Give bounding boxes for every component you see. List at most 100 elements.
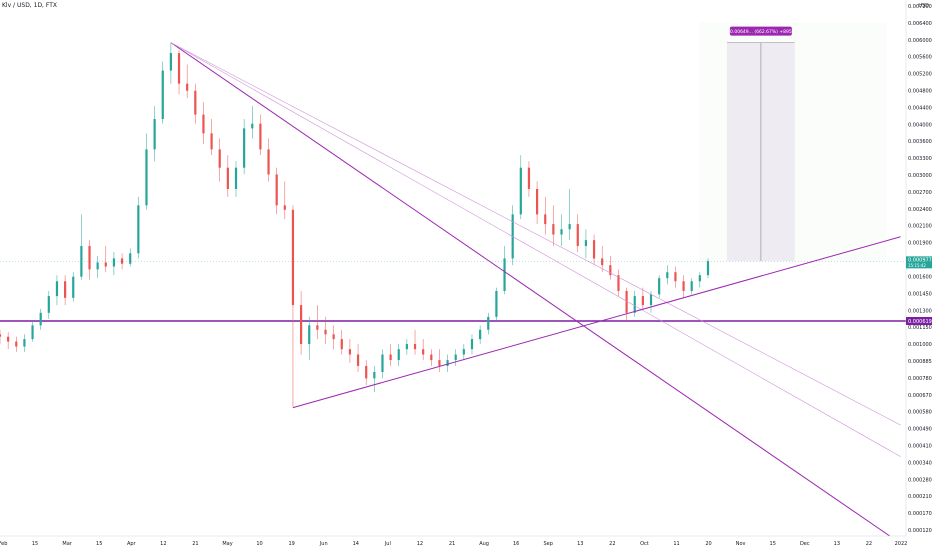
candle-body[interactable] — [283, 205, 286, 210]
candle-body[interactable] — [194, 90, 197, 115]
trendline[interactable] — [170, 42, 901, 457]
candle-body[interactable] — [80, 245, 83, 277]
candle-body[interactable] — [0, 334, 2, 337]
candle-body[interactable] — [308, 325, 311, 345]
candle-body[interactable] — [23, 339, 26, 347]
candle-body[interactable] — [275, 174, 278, 206]
candle-body[interactable] — [251, 123, 254, 129]
candle-body[interactable] — [422, 349, 425, 355]
candle-body[interactable] — [64, 281, 67, 298]
candle-body[interactable] — [592, 240, 596, 259]
candle-body[interactable] — [47, 296, 50, 313]
candle-body[interactable] — [527, 167, 531, 189]
candle-body[interactable] — [259, 123, 262, 150]
candle-body[interactable] — [120, 258, 124, 264]
candle-body[interactable] — [682, 281, 685, 291]
candle-body[interactable] — [430, 354, 433, 361]
candle-body[interactable] — [177, 53, 181, 84]
candle-body[interactable] — [348, 349, 352, 355]
candle-body[interactable] — [186, 83, 189, 91]
time-tick-label: 11 — [673, 541, 679, 547]
trendline[interactable] — [170, 42, 891, 537]
candle-body[interactable] — [332, 334, 335, 340]
candle-body[interactable] — [226, 167, 229, 189]
candle-body[interactable] — [625, 290, 628, 313]
candle-body[interactable] — [161, 70, 164, 120]
candle-body[interactable] — [397, 349, 400, 361]
candle-body[interactable] — [438, 360, 441, 366]
candle-body[interactable] — [617, 275, 620, 291]
candle-body[interactable] — [104, 262, 107, 267]
last-price-label-bg — [906, 256, 932, 269]
candle-body[interactable] — [560, 229, 563, 235]
candle-body[interactable] — [666, 272, 669, 279]
candle-body[interactable] — [690, 281, 693, 291]
candle-body[interactable] — [706, 261, 710, 276]
candle-body[interactable] — [454, 354, 457, 361]
candle-body[interactable] — [72, 276, 75, 298]
candle-body[interactable] — [324, 329, 327, 335]
candle-body[interactable] — [544, 214, 547, 225]
candle-body[interactable] — [129, 253, 132, 264]
candle-body[interactable] — [291, 209, 295, 306]
candle-body[interactable] — [568, 224, 571, 230]
candle-body[interactable] — [389, 354, 392, 361]
candle-body[interactable] — [462, 349, 465, 355]
candle-body[interactable] — [299, 305, 303, 345]
candle-body[interactable] — [243, 128, 246, 168]
candle-body[interactable] — [633, 296, 636, 313]
candle-body[interactable] — [479, 329, 482, 340]
time-tick-label: Sep — [543, 541, 552, 547]
candle-body[interactable] — [698, 275, 701, 282]
candle-body[interactable] — [15, 341, 18, 347]
candle-body[interactable] — [601, 258, 604, 266]
candle-body[interactable] — [535, 188, 539, 215]
candle-body[interactable] — [519, 167, 522, 215]
candle-body[interactable] — [552, 224, 555, 235]
candle-body[interactable] — [96, 262, 99, 270]
trendline[interactable] — [170, 42, 901, 426]
candle-body[interactable] — [234, 167, 238, 189]
candle-body[interactable] — [316, 325, 319, 330]
candle-body[interactable] — [210, 133, 213, 150]
candle-body[interactable] — [153, 119, 156, 150]
candle-body[interactable] — [503, 258, 506, 291]
candle-body[interactable] — [169, 53, 172, 71]
candle-body[interactable] — [584, 240, 588, 246]
candle-body[interactable] — [267, 149, 270, 175]
candle-body[interactable] — [55, 281, 59, 297]
candle-body[interactable] — [381, 354, 384, 372]
candle-body[interactable] — [137, 205, 140, 254]
candle-body[interactable] — [340, 339, 343, 350]
candle-body[interactable] — [88, 245, 91, 270]
candle-body[interactable] — [487, 316, 490, 330]
trendline[interactable] — [292, 236, 901, 409]
support-label-bg — [906, 317, 932, 326]
candle-body[interactable] — [446, 360, 449, 366]
candle-body[interactable] — [495, 290, 498, 317]
symbol-label[interactable]: Klv / USD, 1D, FTX — [2, 2, 57, 9]
candle-body[interactable] — [413, 344, 417, 350]
candle-body[interactable] — [218, 149, 221, 168]
candle-body[interactable] — [31, 325, 34, 340]
candle-body[interactable] — [609, 265, 612, 276]
candle-body[interactable] — [641, 296, 644, 306]
candle-body[interactable] — [674, 272, 677, 282]
candle-body[interactable] — [649, 294, 653, 306]
candle-body[interactable] — [356, 354, 360, 366]
candle-body[interactable] — [576, 224, 579, 246]
candle-body[interactable] — [470, 339, 474, 350]
candle-body[interactable] — [112, 258, 116, 267]
candle-body[interactable] — [39, 312, 42, 326]
candle-body[interactable] — [145, 149, 148, 206]
candle-body[interactable] — [365, 365, 368, 379]
candle-body[interactable] — [405, 344, 408, 350]
candle-body[interactable] — [658, 278, 661, 295]
candle-body[interactable] — [373, 371, 376, 379]
candle-body[interactable] — [202, 114, 205, 134]
candle-body[interactable] — [7, 336, 10, 342]
